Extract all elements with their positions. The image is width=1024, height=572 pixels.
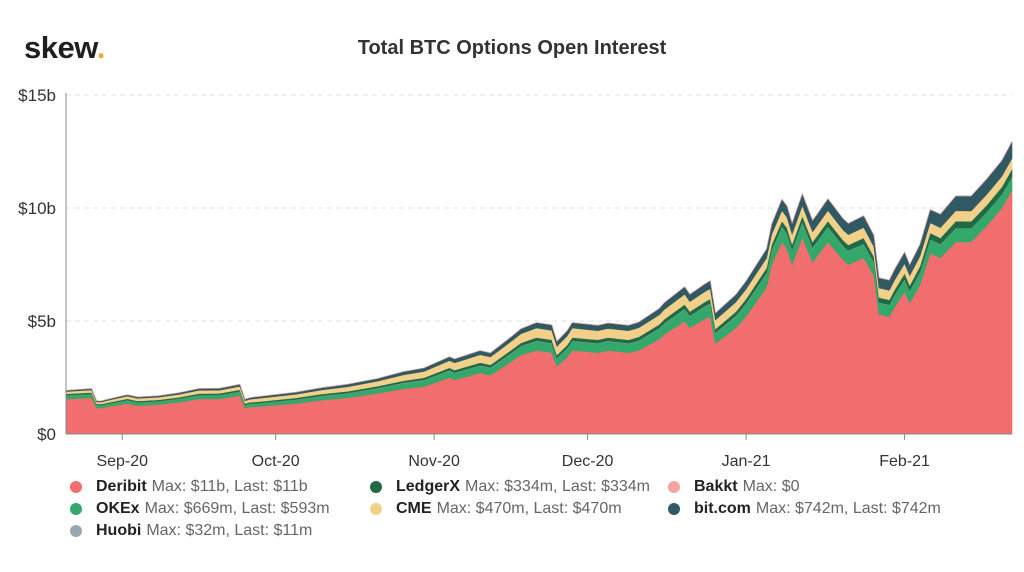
x-tick-label: Dec-20: [562, 453, 614, 470]
x-tick-label: Feb-21: [879, 453, 930, 470]
legend-name: OKEx: [96, 500, 140, 517]
legend-dot-huobi: [70, 525, 82, 537]
x-tick-label: Jan-21: [722, 453, 771, 470]
legend-name: Huobi: [96, 522, 142, 539]
y-tick-label: $15b: [18, 86, 56, 105]
legend-dot-deribit: [70, 481, 82, 493]
legend-dot-bitcom: [668, 503, 680, 515]
legend-dot-bakkt: [668, 481, 680, 493]
y-tick-label: $0: [37, 425, 56, 444]
legend-stats: Max: $0: [742, 478, 800, 495]
legend-stats: Max: $32m, Last: $11m: [146, 522, 313, 539]
skew-logo: skew.: [24, 30, 105, 66]
x-tick-label: Nov-20: [408, 453, 460, 470]
legend-name: bit.com: [694, 500, 751, 517]
legend-dot-ledgerx: [370, 481, 382, 493]
x-tick-label: Oct-20: [252, 453, 300, 470]
legend-dot-cme: [370, 503, 382, 515]
legend-item-ledgerx[interactable]: LedgerX Max: $334m, Last: $334m: [370, 478, 650, 496]
legend-stats: Max: $669m, Last: $593m: [144, 500, 330, 517]
logo-dot: .: [96, 30, 106, 65]
logo-text: skew: [24, 30, 97, 65]
legend-name: Deribit: [96, 478, 147, 495]
y-tick-label: $10b: [18, 199, 56, 218]
y-tick-label: $5b: [28, 312, 56, 331]
legend-name: CME: [396, 500, 432, 517]
legend-name: LedgerX: [396, 478, 461, 495]
x-tick-label: Sep-20: [96, 453, 148, 470]
legend-item-okex[interactable]: OKEx Max: $669m, Last: $593m: [70, 500, 330, 518]
area-series-bakkt: [65, 141, 1013, 402]
legend-item-bitcom[interactable]: bit.com Max: $742m, Last: $742m: [668, 500, 941, 518]
legend-stats: Max: $334m, Last: $334m: [465, 478, 650, 495]
legend-stats: Max: $11b, Last: $11b: [151, 478, 308, 495]
legend-stats: Max: $470m, Last: $470m: [436, 500, 622, 517]
legend-item-bakkt[interactable]: Bakkt Max: $0: [668, 478, 800, 496]
legend-item-huobi[interactable]: Huobi Max: $32m, Last: $11m: [70, 522, 312, 540]
chart-area: $0 $5b $10b $15b Sep-20 Oct-20 Nov-20 Dec-20 Jan…: [18, 86, 1013, 470]
legend-name: Bakkt: [694, 478, 738, 495]
legend-dot-okex: [70, 503, 82, 515]
legend-item-cme[interactable]: CME Max: $470m, Last: $470m: [370, 500, 622, 518]
chart-title: Total BTC Options Open Interest: [357, 37, 667, 59]
legend-stats: Max: $742m, Last: $742m: [755, 500, 941, 517]
legend-item-deribit[interactable]: Deribit Max: $11b, Last: $11b: [70, 478, 308, 496]
